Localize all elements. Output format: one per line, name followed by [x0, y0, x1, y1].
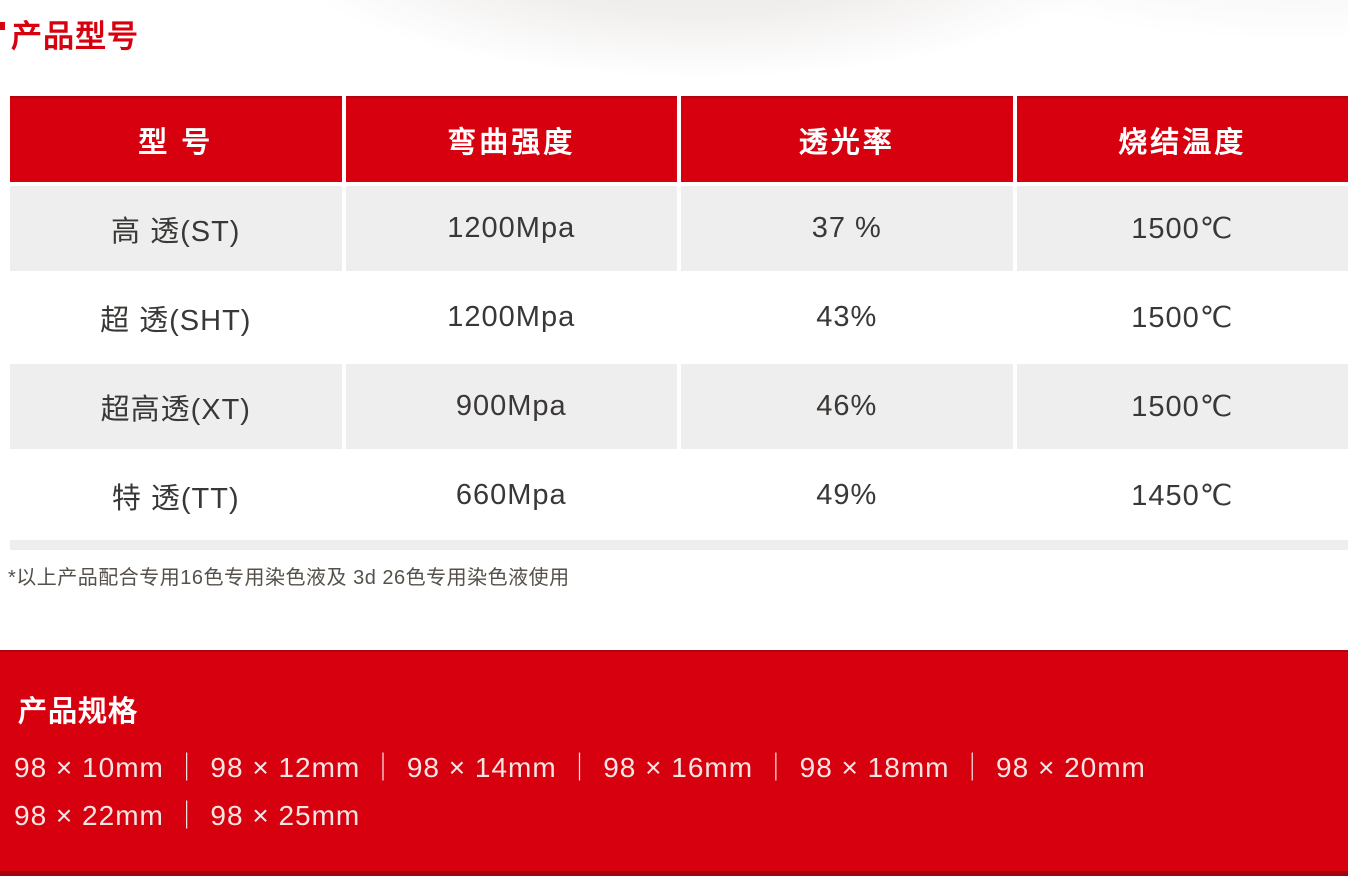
table-header-strength: 弯曲强度	[345, 96, 677, 182]
table-cell: 1500℃	[1016, 364, 1348, 449]
table-cell: 49%	[681, 453, 1013, 538]
page-title: 产品型号	[11, 19, 139, 54]
table-cell: 超高透(XT)	[10, 364, 342, 449]
table-cell: 1200Mpa	[345, 275, 677, 360]
table-cell: 特 透(TT)	[10, 453, 342, 538]
table-cell: 高 透(ST)	[10, 186, 342, 271]
table-cell: 900Mpa	[345, 364, 677, 449]
table-header-temperature: 烧结温度	[1016, 96, 1348, 182]
spec-size-list: 98 × 10mm ｜ 98 × 12mm ｜ 98 × 14mm ｜ 98 ×…	[14, 744, 1334, 840]
product-specs-section: 产品规格 98 × 10mm ｜ 98 × 12mm ｜ 98 × 14mm ｜…	[0, 650, 1348, 876]
left-edge-red-mark	[0, 22, 5, 30]
table-header-translucency: 透光率	[681, 96, 1013, 182]
table-cell: 46%	[681, 364, 1013, 449]
spec-size-line-2: 98 × 22mm ｜ 98 × 25mm	[14, 800, 361, 831]
specs-section-title: 产品规格	[18, 696, 139, 728]
table-cell: 1200Mpa	[345, 186, 677, 271]
footnote: *以上产品配合专用16色专用染色液及 3d 26色专用染色液使用	[8, 567, 570, 589]
spec-table: 型 号 弯曲强度 透光率 烧结温度 高 透(ST) 1200Mpa 37 % 1…	[10, 96, 1348, 538]
table-cell: 超 透(SHT)	[10, 275, 342, 360]
table-cell: 37 %	[681, 186, 1013, 271]
table-cell: 43%	[681, 275, 1013, 360]
table-cell: 1500℃	[1016, 275, 1348, 360]
table-bottom-strip	[10, 540, 1348, 550]
table-header-model: 型 号	[10, 96, 342, 182]
table-cell: 660Mpa	[345, 453, 677, 538]
bottom-dark-red-bar	[0, 871, 1348, 876]
spec-size-line-1: 98 × 10mm ｜ 98 × 12mm ｜ 98 × 14mm ｜ 98 ×…	[14, 752, 1146, 783]
table-cell: 1450℃	[1016, 453, 1348, 538]
table-cell: 1500℃	[1016, 186, 1348, 271]
